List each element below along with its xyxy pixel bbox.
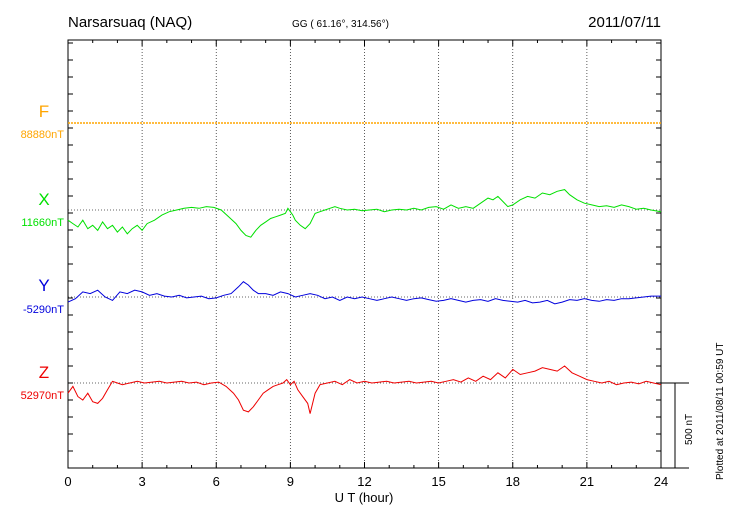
series-name-z: Z (39, 363, 49, 382)
baseline-value-x: 11660nT (21, 217, 64, 229)
station-title: Narsarsuaq (NAQ) (68, 14, 192, 31)
y-ticks (68, 42, 661, 469)
x-tick-label-2: 6 (213, 474, 220, 489)
series-name-f: F (39, 102, 49, 121)
x-tick-label-7: 21 (580, 474, 594, 489)
grid (68, 40, 661, 468)
series-line-z (67, 365, 662, 414)
date-label: 2011/07/11 (588, 14, 661, 31)
baseline-value-z: 52970nT (21, 390, 65, 402)
x-tick-label-0: 0 (64, 474, 71, 489)
x-tick-label-6: 18 (506, 474, 520, 489)
scale-bar-label: 500 nT (684, 414, 695, 445)
scale-bar: 500 nT (661, 382, 695, 469)
series-line-y (67, 281, 661, 305)
series-line-x (67, 189, 662, 238)
x-tick-label-8: 24 (654, 474, 668, 489)
series-name-y: Y (38, 276, 49, 295)
x-tick-label-4: 12 (357, 474, 371, 489)
baseline-value-y: -5290nT (23, 304, 64, 316)
series-labels: F 88880nT X 11660nT Y -5290nT Z 52970nT (21, 102, 65, 402)
x-axis: 0 3 6 9 12 15 18 21 24 (64, 40, 668, 489)
x-tick-label-3: 9 (287, 474, 294, 489)
coords-subtitle: GG ( 61.16°, 314.56°) (292, 19, 389, 30)
x-tick-label-5: 15 (431, 474, 445, 489)
series-name-x: X (38, 190, 49, 209)
series-group (67, 122, 662, 414)
x-tick-label-1: 3 (139, 474, 146, 489)
baseline-value-f: 88880nT (21, 129, 65, 141)
x-axis-label: U T (hour) (335, 490, 394, 505)
plotted-timestamp: Plotted at 2011/08/11 00:59 UT (715, 342, 726, 480)
